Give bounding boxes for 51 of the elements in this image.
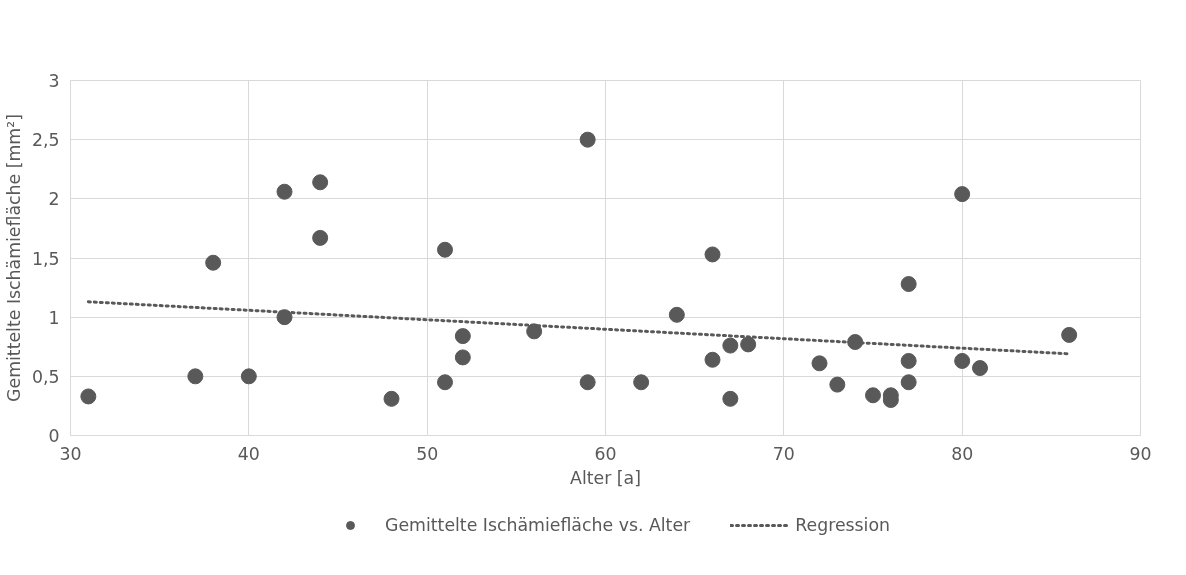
point (579, 131, 596, 148)
y-tick-label: 2,5 (31, 130, 60, 151)
point (954, 186, 971, 203)
point (633, 374, 650, 391)
legend-label: Regression (795, 515, 890, 535)
point (276, 183, 293, 200)
point (312, 229, 329, 246)
point (740, 336, 757, 353)
y-tick-label: 2 (48, 189, 60, 210)
point (526, 323, 543, 340)
point (312, 174, 329, 191)
x-tick-label: 50 (416, 443, 439, 464)
point (704, 351, 721, 368)
point (972, 360, 988, 377)
x-tick-label: 80 (951, 443, 974, 464)
point (454, 349, 471, 366)
point (1061, 326, 1078, 343)
point (811, 355, 828, 372)
point (437, 374, 453, 391)
y-axis-title: Gemittelte Ischämiefläche [mm²] (3, 114, 24, 402)
point (722, 337, 739, 354)
x-tick-label: 70 (772, 443, 795, 464)
y-tick-label: 1,5 (31, 248, 60, 269)
point (829, 376, 846, 393)
x-tick-label: 30 (59, 443, 82, 464)
point (954, 352, 971, 369)
y-tick-label: 3 (48, 71, 60, 91)
x-axis-title: Alter [a] (570, 467, 641, 488)
x-tick-label: 90 (1129, 443, 1152, 464)
point (276, 309, 293, 326)
point (900, 374, 917, 391)
y-tick-label: 0 (48, 426, 60, 446)
point (900, 276, 917, 293)
x-tick-label: 60 (594, 443, 617, 464)
point (205, 254, 222, 271)
point (80, 388, 97, 405)
y-tick-label: 1 (48, 307, 60, 328)
point (900, 352, 917, 369)
point (579, 374, 596, 391)
y-tick-label: 0,5 (31, 366, 60, 387)
point (240, 368, 257, 385)
point (187, 368, 204, 385)
point (704, 246, 721, 263)
point (383, 390, 400, 407)
x-tick-label: 40 (237, 443, 260, 464)
point (865, 387, 881, 404)
point (437, 241, 453, 258)
point (668, 306, 685, 323)
legend-label: Gemittelte Ischämiefläche vs. Alter (385, 515, 691, 535)
point (722, 390, 739, 407)
point (454, 328, 471, 345)
